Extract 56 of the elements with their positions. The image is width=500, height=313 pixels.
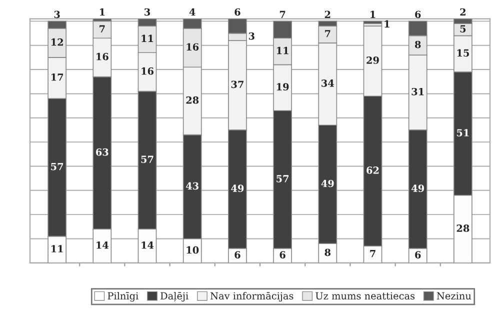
data-label: 6 bbox=[415, 251, 421, 258]
data-label: 57 bbox=[141, 156, 154, 164]
data-label: 11 bbox=[276, 46, 288, 54]
data-label: 7 bbox=[280, 10, 286, 18]
data-label: 19 bbox=[276, 83, 289, 90]
data-label: 31 bbox=[412, 88, 424, 96]
data-label: 7 bbox=[325, 30, 330, 38]
legend-label: Uz mums neattiecas bbox=[316, 292, 415, 300]
data-label: 10 bbox=[186, 246, 199, 254]
data-label: 3 bbox=[248, 32, 254, 40]
data-label: 7 bbox=[100, 25, 105, 32]
data-label: 7 bbox=[370, 250, 376, 258]
data-label: 15 bbox=[457, 49, 469, 57]
data-label: 16 bbox=[96, 52, 108, 60]
data-label: 51 bbox=[456, 129, 469, 136]
data-label: 57 bbox=[51, 163, 64, 170]
legend-label: Nezinu bbox=[436, 292, 472, 300]
data-label: 3 bbox=[144, 8, 150, 16]
data-label: 57 bbox=[276, 175, 289, 182]
data-label: 6 bbox=[280, 251, 286, 258]
data-label: 63 bbox=[96, 148, 108, 156]
data-label: 1 bbox=[384, 20, 390, 28]
data-label: 28 bbox=[456, 224, 470, 232]
legend-label: Daļēji bbox=[160, 292, 188, 302]
data-label: 3 bbox=[54, 10, 60, 18]
data-label: 8 bbox=[324, 248, 331, 256]
bar bbox=[363, 20, 382, 24]
data-label: 29 bbox=[366, 56, 379, 64]
data-label: 14 bbox=[142, 241, 154, 249]
data-label: 14 bbox=[96, 241, 109, 249]
data-label: 8 bbox=[414, 40, 421, 48]
data-label: 11 bbox=[142, 34, 154, 42]
legend-label: Nav informācijas bbox=[210, 292, 294, 302]
data-label: 1 bbox=[370, 10, 376, 18]
data-label: 2 bbox=[324, 10, 330, 18]
data-label: 1 bbox=[100, 8, 105, 16]
data-label: 2 bbox=[460, 8, 466, 16]
data-label: 5 bbox=[460, 25, 466, 32]
data-label: 6 bbox=[234, 8, 240, 16]
data-label: 6 bbox=[415, 10, 421, 18]
data-label: 11 bbox=[51, 245, 63, 252]
data-label: 62 bbox=[366, 166, 379, 174]
data-label: 49 bbox=[411, 184, 424, 192]
legend-label: Pilnīgi bbox=[108, 292, 138, 302]
data-label: 12 bbox=[51, 38, 63, 46]
data-label: 37 bbox=[231, 80, 244, 88]
data-label: 34 bbox=[322, 80, 334, 87]
data-label: 4 bbox=[189, 8, 196, 16]
data-label: 49 bbox=[231, 184, 244, 192]
data-label: 6 bbox=[234, 251, 240, 258]
data-label: 49 bbox=[321, 180, 334, 188]
data-label: 43 bbox=[186, 182, 198, 190]
data-label: 16 bbox=[186, 43, 199, 51]
data-label: 28 bbox=[186, 96, 199, 104]
data-label: 17 bbox=[51, 73, 64, 81]
data-label: 16 bbox=[142, 67, 154, 75]
